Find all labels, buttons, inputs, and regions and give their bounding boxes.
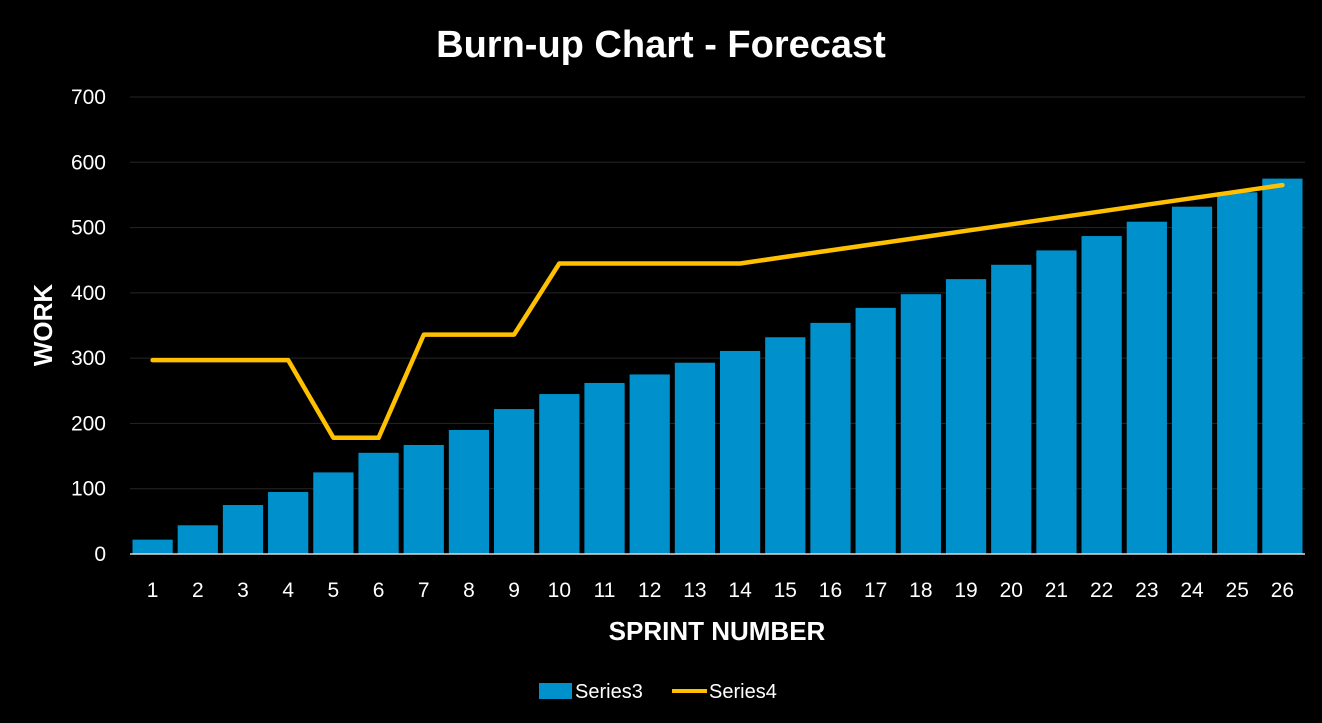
line-point-series4 [559, 263, 560, 264]
chart-title: Burn-up Chart - Forecast [436, 24, 886, 66]
y-tick-label: 300 [71, 347, 106, 370]
line-point-series4 [1192, 198, 1193, 199]
bar-series3 [1262, 178, 1303, 554]
x-tick-label: 2 [192, 579, 204, 602]
y-tick-label: 100 [71, 478, 106, 501]
line-point-series4 [785, 256, 786, 257]
line-point-series4 [197, 360, 198, 361]
y-tick-label: 0 [94, 543, 106, 566]
bar-series3 [403, 444, 444, 554]
y-tick-label: 200 [71, 412, 106, 435]
line-point-series4 [514, 334, 515, 335]
legend-label-series4: Series4 [709, 681, 777, 703]
bar-series3 [810, 322, 851, 554]
legend-label-series3: Series3 [575, 681, 643, 703]
bar-series3 [313, 472, 354, 554]
x-tick-label: 25 [1226, 579, 1249, 602]
bar-series3 [358, 452, 399, 554]
bar-series3 [1217, 192, 1258, 554]
x-tick-label: 19 [954, 579, 977, 602]
bar-series3 [1171, 206, 1213, 554]
bar-series3 [222, 505, 264, 554]
x-tick-label: 22 [1090, 579, 1113, 602]
bar-series3 [991, 264, 1032, 554]
x-tick-label: 1 [147, 579, 159, 602]
line-point-series4 [1237, 191, 1238, 192]
line-point-series4 [694, 263, 695, 264]
y-tick-label: 700 [71, 86, 106, 109]
line-point-series4 [830, 250, 831, 251]
bar-series3 [674, 362, 716, 554]
bar-series3 [268, 491, 309, 554]
y-tick-label: 600 [71, 151, 106, 174]
line-point-series4 [333, 437, 334, 438]
bar-series3 [945, 279, 987, 554]
x-tick-label: 26 [1271, 579, 1294, 602]
y-tick-label: 400 [71, 282, 106, 305]
line-point-series4 [649, 263, 650, 264]
bar-series3 [584, 382, 625, 554]
line-point-series4 [1146, 204, 1147, 205]
x-tick-label: 10 [548, 579, 571, 602]
x-tick-label: 23 [1135, 579, 1158, 602]
x-tick-label: 3 [237, 579, 249, 602]
legend: Series3 Series4 [539, 681, 777, 703]
bar-series3 [1081, 236, 1122, 554]
line-point-series4 [875, 243, 876, 244]
x-tick-label: 7 [418, 579, 430, 602]
line-point-series4 [604, 263, 605, 264]
x-tick-label: 15 [774, 579, 797, 602]
x-tick-label: 5 [328, 579, 340, 602]
x-tick-label: 16 [819, 579, 842, 602]
x-tick-label: 4 [282, 579, 294, 602]
line-point-series4 [1282, 185, 1283, 186]
bar-series3 [132, 539, 173, 554]
x-tick-label: 18 [909, 579, 932, 602]
x-tick-label: 21 [1045, 579, 1068, 602]
line-point-series4 [1101, 211, 1102, 212]
line-point-series4 [288, 360, 289, 361]
line-point-series4 [468, 334, 469, 335]
x-tick-label: 17 [864, 579, 887, 602]
y-tick-label: 500 [71, 217, 106, 240]
x-tick-label: 14 [728, 579, 752, 602]
bar-series3 [855, 307, 896, 554]
x-axis-title: SPRINT NUMBER [609, 616, 826, 646]
x-tick-label: 12 [638, 579, 661, 602]
x-tick-label: 24 [1180, 579, 1204, 602]
y-axis-title: WORK [28, 284, 58, 367]
line-point-series4 [242, 360, 243, 361]
bar-series3 [539, 394, 580, 554]
bar-series3 [1036, 250, 1077, 554]
line-point-series4 [740, 263, 741, 264]
bar-series3 [1126, 221, 1167, 554]
bar-series3 [765, 337, 806, 554]
line-series [150, 182, 1285, 441]
bar-series3 [448, 429, 490, 554]
line-point-series4 [1056, 217, 1057, 218]
line-point-series4 [920, 237, 921, 238]
x-tick-label: 11 [594, 579, 616, 602]
line-point-series4 [1011, 224, 1012, 225]
x-tick-label: 8 [463, 579, 475, 602]
bar-series3 [494, 409, 535, 554]
line-series4 [150, 182, 1285, 441]
line-point-series4 [423, 334, 424, 335]
line-point-series4 [966, 230, 967, 231]
bar-series3 [900, 294, 941, 554]
line-point-series4 [378, 437, 379, 438]
bar-series [132, 178, 1303, 554]
x-tick-label: 6 [373, 579, 385, 602]
bar-series3 [719, 350, 761, 554]
x-tick-label: 9 [508, 579, 520, 602]
bar-series3 [177, 525, 218, 554]
x-tick-label: 13 [683, 579, 706, 602]
line-point-series4 [152, 360, 153, 361]
bar-series3 [629, 374, 670, 554]
legend-swatch-series3 [539, 683, 572, 699]
x-tick-label: 20 [1000, 579, 1023, 602]
